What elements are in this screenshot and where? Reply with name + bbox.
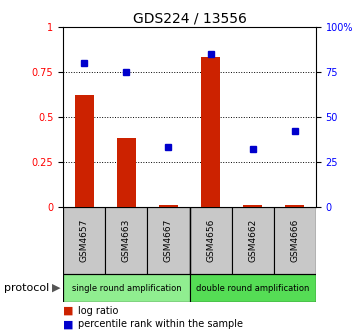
Text: single round amplification: single round amplification bbox=[71, 284, 181, 293]
Text: log ratio: log ratio bbox=[78, 306, 118, 316]
Text: ■: ■ bbox=[63, 306, 74, 316]
Text: ■: ■ bbox=[63, 319, 74, 329]
Bar bbox=[63, 207, 105, 274]
Bar bbox=[190, 274, 316, 302]
Text: protocol: protocol bbox=[4, 283, 49, 293]
Bar bbox=[159, 205, 178, 207]
Bar bbox=[63, 274, 190, 302]
Text: GSM4662: GSM4662 bbox=[248, 219, 257, 262]
Text: double round amplification: double round amplification bbox=[196, 284, 309, 293]
Bar bbox=[201, 57, 220, 207]
Bar bbox=[190, 207, 232, 274]
Bar bbox=[75, 95, 94, 207]
Text: percentile rank within the sample: percentile rank within the sample bbox=[78, 319, 243, 329]
Title: GDS224 / 13556: GDS224 / 13556 bbox=[132, 12, 247, 26]
Bar bbox=[105, 207, 147, 274]
Text: GSM4667: GSM4667 bbox=[164, 218, 173, 262]
Bar bbox=[117, 138, 136, 207]
Bar bbox=[147, 207, 190, 274]
Bar bbox=[285, 205, 304, 207]
Text: ▶: ▶ bbox=[52, 283, 60, 293]
Bar bbox=[232, 207, 274, 274]
Text: GSM4657: GSM4657 bbox=[80, 218, 89, 262]
Text: GSM4663: GSM4663 bbox=[122, 218, 131, 262]
Text: GSM4656: GSM4656 bbox=[206, 218, 215, 262]
Bar bbox=[274, 207, 316, 274]
Text: GSM4666: GSM4666 bbox=[290, 218, 299, 262]
Bar bbox=[243, 205, 262, 207]
